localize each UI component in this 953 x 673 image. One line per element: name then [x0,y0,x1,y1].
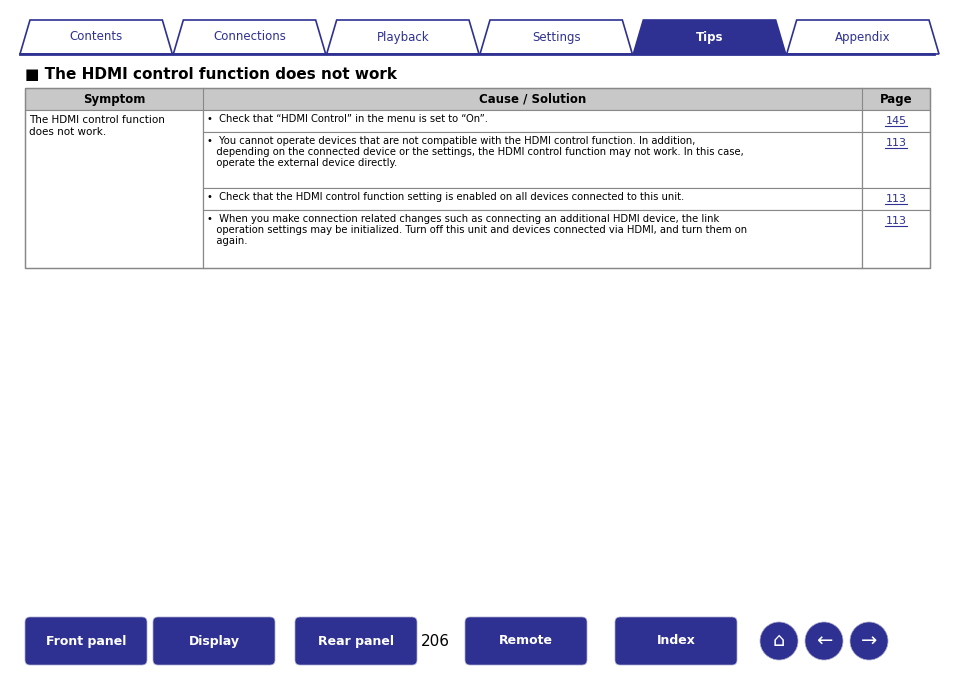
Text: •  Check that the HDMI control function setting is enabled on all devices connec: • Check that the HDMI control function s… [207,192,683,202]
Text: 113: 113 [884,216,905,226]
Text: 113: 113 [884,194,905,204]
Bar [25,110,203,268]
Polygon shape [479,20,632,54]
Text: 206: 206 [420,633,449,649]
Circle shape [849,622,887,660]
FancyBboxPatch shape [152,617,274,665]
Circle shape [760,622,797,660]
Polygon shape [173,20,325,54]
Polygon shape [20,20,172,54]
FancyBboxPatch shape [294,617,416,665]
Text: does not work.: does not work. [29,127,106,137]
Text: →: → [860,631,876,651]
Circle shape [804,622,842,660]
FancyBboxPatch shape [464,617,586,665]
Text: again.: again. [207,236,247,246]
Text: The HDMI control function: The HDMI control function [29,115,165,125]
Text: Connections: Connections [213,30,286,44]
Text: Appendix: Appendix [834,30,890,44]
Text: Cause / Solution: Cause / Solution [478,92,585,106]
Bar [25,88,929,268]
Text: 113: 113 [884,138,905,148]
Text: Page: Page [879,92,911,106]
Text: Tips: Tips [695,30,722,44]
Text: depending on the connected device or the settings, the HDMI control function may: depending on the connected device or the… [207,147,743,157]
Text: Remote: Remote [498,635,553,647]
Bar [25,88,929,110]
Text: Playback: Playback [376,30,429,44]
Text: ■ The HDMI control function does not work: ■ The HDMI control function does not wor… [25,67,396,82]
Text: Index: Index [656,635,695,647]
FancyBboxPatch shape [615,617,737,665]
Text: •  When you make connection related changes such as connecting an additional HDM: • When you make connection related chang… [207,214,719,224]
Bar [203,210,862,268]
Polygon shape [633,20,785,54]
Text: Settings: Settings [531,30,579,44]
Bar [862,210,929,268]
Text: Contents: Contents [70,30,123,44]
Text: operate the external device directly.: operate the external device directly. [207,158,396,168]
Text: Display: Display [189,635,239,647]
Text: ⌂: ⌂ [772,631,784,651]
Text: •  Check that “HDMI Control” in the menu is set to “On”.: • Check that “HDMI Control” in the menu … [207,114,488,124]
Text: ←: ← [815,631,831,651]
Text: 145: 145 [884,116,905,126]
Bar [203,132,862,188]
Bar [862,132,929,188]
Bar [862,110,929,132]
FancyBboxPatch shape [25,617,147,665]
Bar [203,110,862,132]
Text: •  You cannot operate devices that are not compatible with the HDMI control func: • You cannot operate devices that are no… [207,136,695,146]
Text: operation settings may be initialized. Turn off this unit and devices connected : operation settings may be initialized. T… [207,225,746,235]
Bar [862,188,929,210]
Text: Front panel: Front panel [46,635,126,647]
Text: Rear panel: Rear panel [317,635,394,647]
Polygon shape [326,20,478,54]
Bar [203,188,862,210]
Polygon shape [786,20,938,54]
Text: Symptom: Symptom [83,92,145,106]
